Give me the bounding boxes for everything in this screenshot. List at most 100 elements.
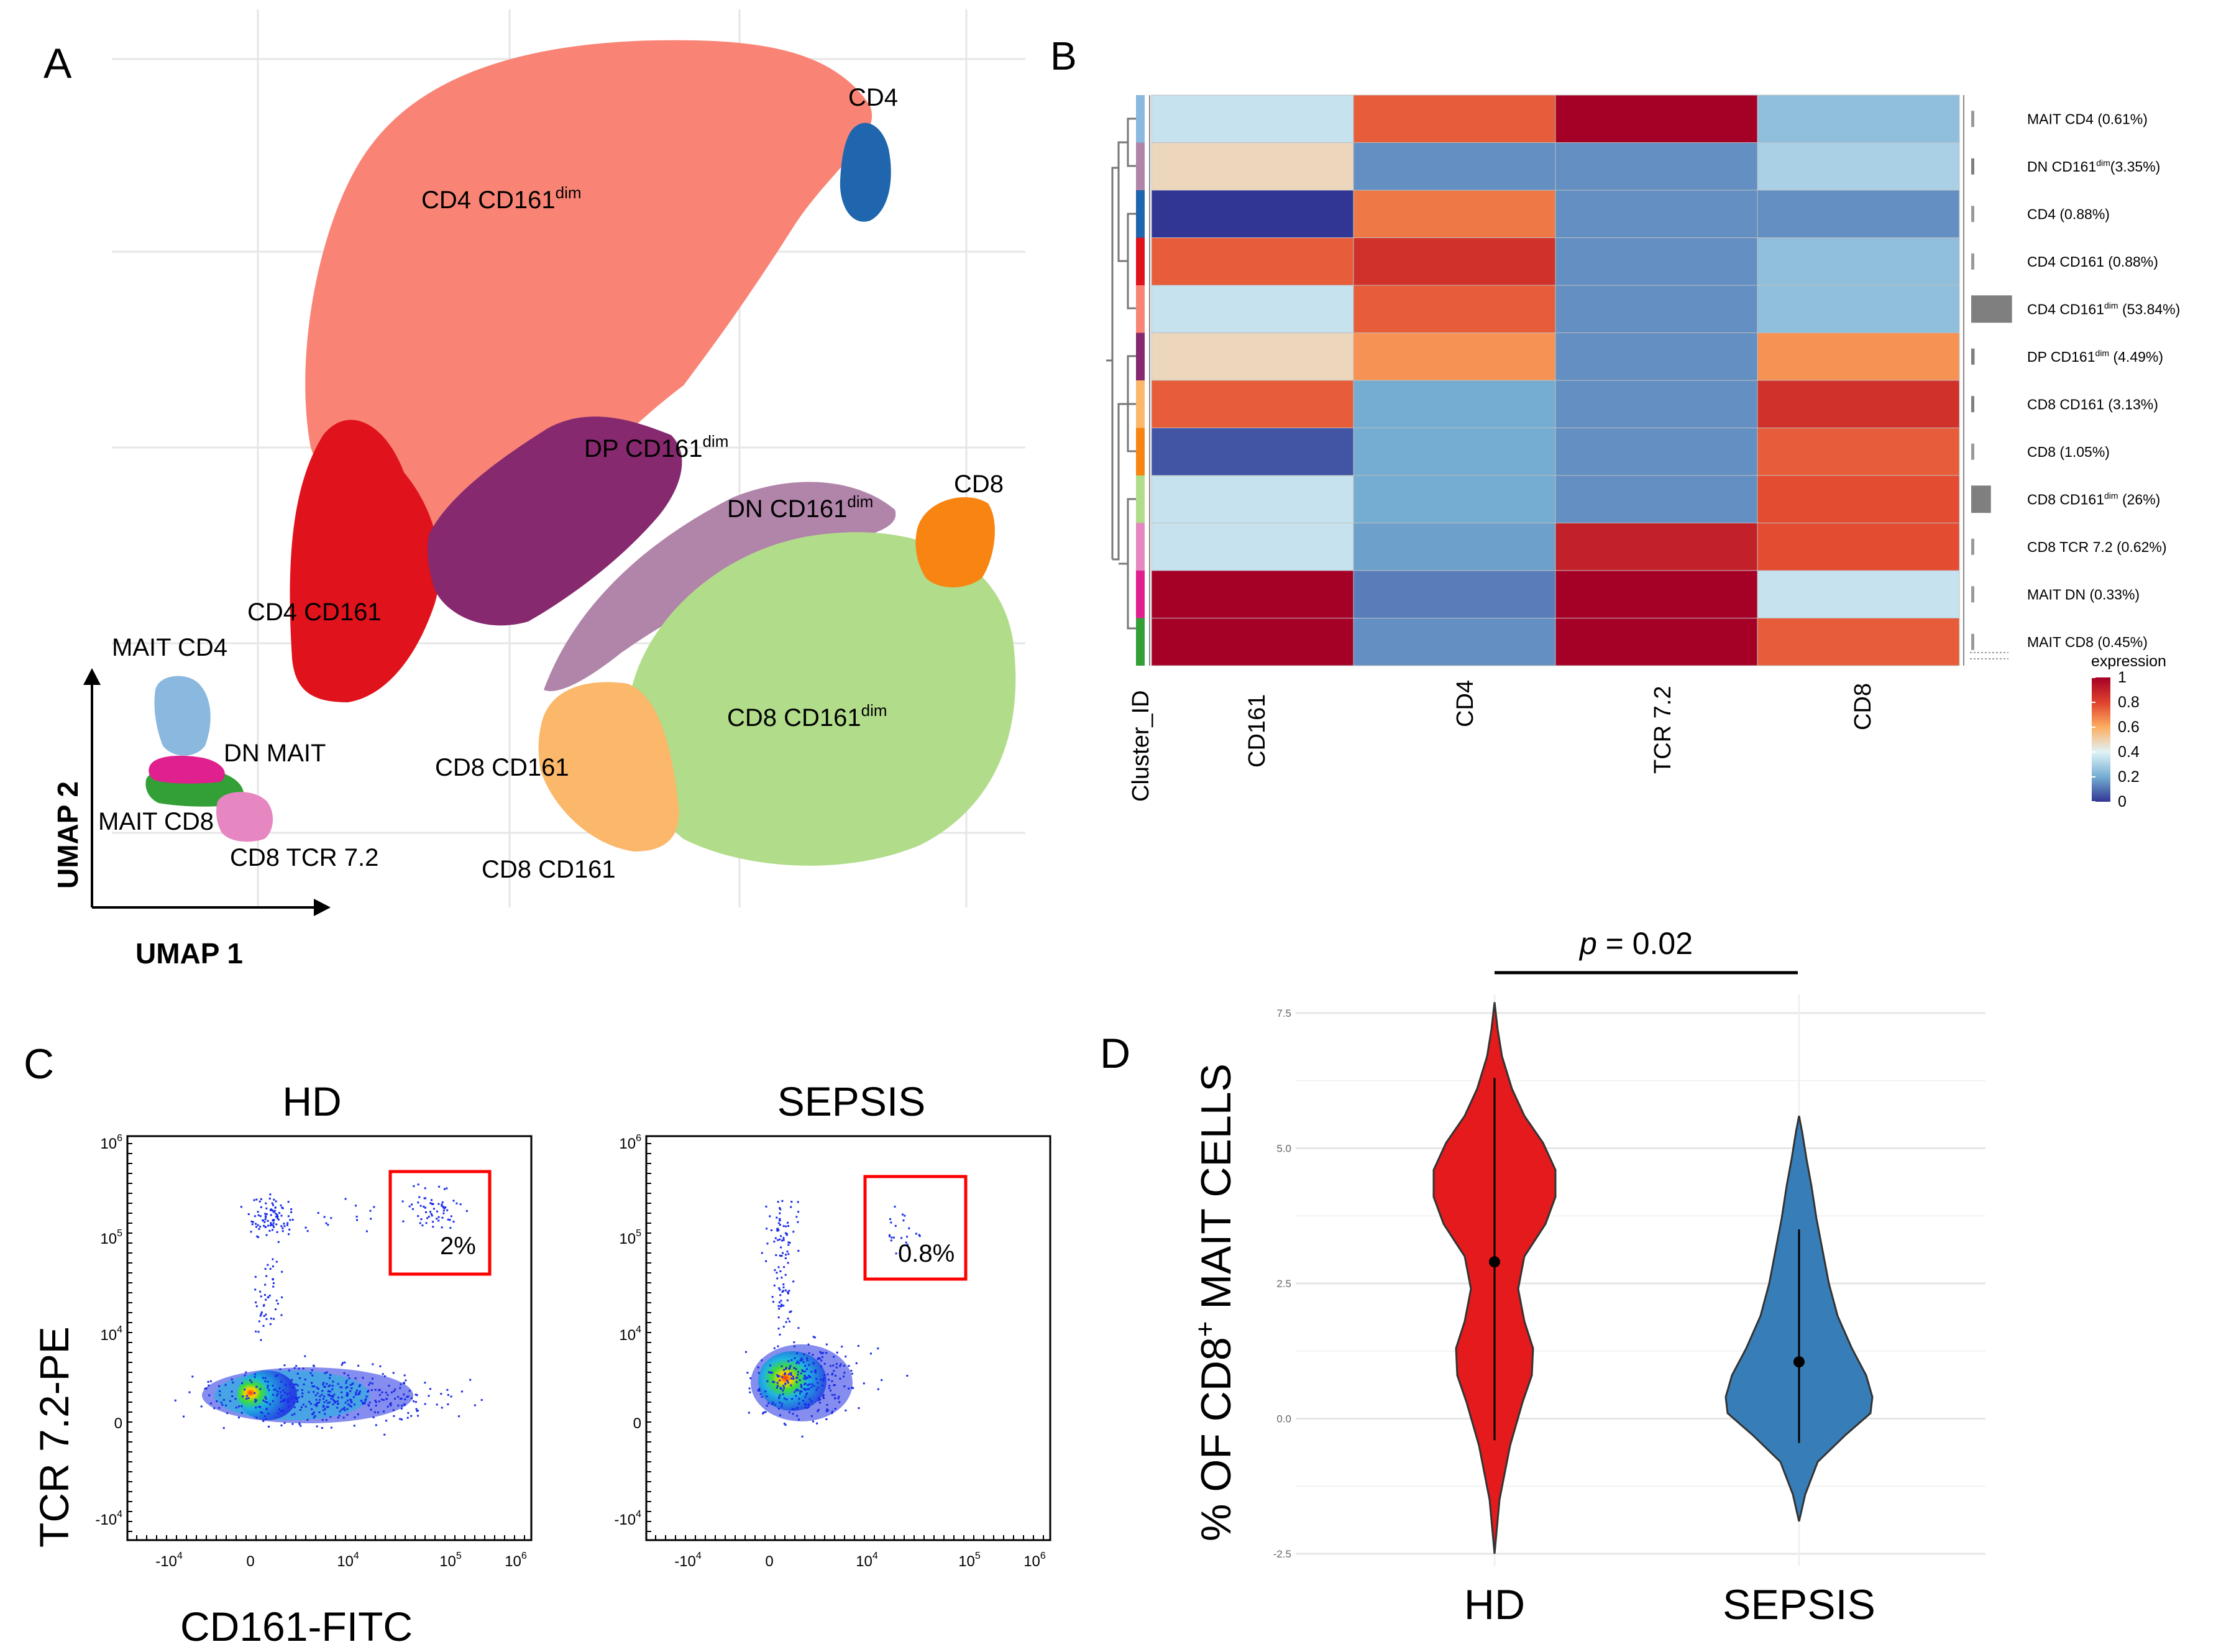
event-dot [275, 1200, 277, 1203]
event-dot [784, 1232, 787, 1234]
event-dot [822, 1394, 825, 1396]
heatmap-cell [1353, 523, 1556, 571]
event-dot [397, 1396, 400, 1398]
event-dot [272, 1278, 274, 1281]
event-dot [273, 1209, 276, 1212]
event-dot [429, 1211, 431, 1213]
event-dot [329, 1384, 331, 1387]
event-dot [761, 1252, 763, 1254]
event-dot [283, 1364, 286, 1367]
event-dot [424, 1403, 426, 1405]
cluster-label-dn-mait: DN MAIT [224, 740, 326, 767]
event-dot [272, 1282, 275, 1285]
event-dot [372, 1363, 374, 1365]
event-dot [259, 1406, 262, 1408]
event-dot [787, 1360, 790, 1362]
violin-y-label: % OF CD8+ MAIT CELLS [1190, 1063, 1240, 1541]
event-dot [322, 1384, 324, 1385]
event-dot [224, 1384, 227, 1386]
event-dot [779, 1394, 781, 1397]
hd-plot-frame [126, 1135, 533, 1541]
event-dot [348, 1377, 350, 1380]
legend-tick-label: 0.8 [2118, 694, 2140, 711]
event-dot [777, 1266, 780, 1269]
event-dot [254, 1400, 257, 1403]
event-dot [280, 1394, 283, 1397]
row-label: CD8 CD161dim (26%) [2027, 490, 2160, 507]
event-dot [231, 1395, 234, 1397]
event-dot [407, 1411, 410, 1414]
event-dot [408, 1390, 411, 1392]
event-dot [290, 1208, 293, 1210]
event-dot [256, 1235, 259, 1237]
event-dot [329, 1390, 332, 1393]
x-tick-label: -104 [155, 1551, 183, 1570]
panel-c-letter: C [24, 1040, 54, 1088]
event-dot [282, 1389, 284, 1392]
event-dot [787, 1292, 789, 1295]
event-dot [773, 1241, 776, 1243]
event-dot [443, 1207, 446, 1209]
event-dot [776, 1374, 779, 1376]
event-dot [417, 1201, 419, 1204]
event-dot [259, 1290, 262, 1293]
event-dot [777, 1407, 780, 1410]
event-dot [437, 1203, 440, 1205]
cluster-label-cd8-cd161dim: CD8 CD161dim [727, 701, 887, 732]
event-dot [823, 1377, 825, 1380]
event-dot [240, 1411, 243, 1414]
event-dot [786, 1299, 789, 1301]
y-tick-label: 0 [633, 1415, 641, 1432]
event-dot [804, 1403, 806, 1405]
event-dot [321, 1427, 323, 1429]
event-dot [403, 1374, 406, 1377]
violin-x-label-sepsis: SEPSIS [1723, 1581, 1875, 1628]
sepsis-title: SEPSIS [777, 1078, 925, 1124]
event-dot [265, 1216, 267, 1218]
heatmap-cell [1757, 475, 1960, 523]
event-dot [474, 1404, 476, 1406]
event-dot [789, 1242, 791, 1244]
event-dot [790, 1374, 792, 1376]
event-dot [263, 1221, 266, 1223]
event-dot [270, 1214, 272, 1216]
row-label: MAIT CD8 (0.45%) [2027, 634, 2148, 650]
umap-x-label: UMAP 1 [135, 937, 243, 970]
event-dot [790, 1201, 793, 1203]
event-dot [834, 1408, 836, 1410]
event-dot [272, 1385, 274, 1387]
event-dot [269, 1268, 272, 1270]
event-dot [430, 1199, 433, 1201]
event-dot [446, 1388, 449, 1391]
event-dot [822, 1395, 824, 1398]
cluster-color-swatch [1136, 237, 1145, 285]
event-dot [795, 1368, 797, 1370]
event-dot [786, 1250, 789, 1253]
event-dot [800, 1390, 803, 1393]
event-dot [393, 1390, 395, 1392]
event-dot [249, 1379, 252, 1382]
event-dot [278, 1212, 281, 1214]
event-dot [782, 1237, 785, 1239]
cluster-cd4 [840, 122, 891, 222]
event-dot [257, 1331, 260, 1333]
event-dot [816, 1422, 818, 1425]
event-dot [813, 1385, 815, 1387]
event-dot [889, 1235, 891, 1237]
event-dot [441, 1201, 444, 1203]
event-dot [254, 1288, 257, 1291]
event-dot [773, 1284, 776, 1287]
event-dot [781, 1277, 783, 1279]
event-dot [780, 1246, 782, 1249]
event-dot [374, 1388, 377, 1391]
event-dot [420, 1218, 423, 1221]
event-dot [808, 1364, 810, 1366]
event-dot [841, 1346, 843, 1348]
panel-a-letter: A [44, 40, 72, 87]
event-dot [787, 1225, 789, 1227]
event-dot [314, 1403, 316, 1406]
x-tick-label: 106 [1023, 1551, 1046, 1570]
event-dot [906, 1375, 909, 1377]
y-tick-label: 0.0 [1276, 1413, 1291, 1425]
row-label: DP CD161dim (4.49%) [2027, 348, 2163, 365]
